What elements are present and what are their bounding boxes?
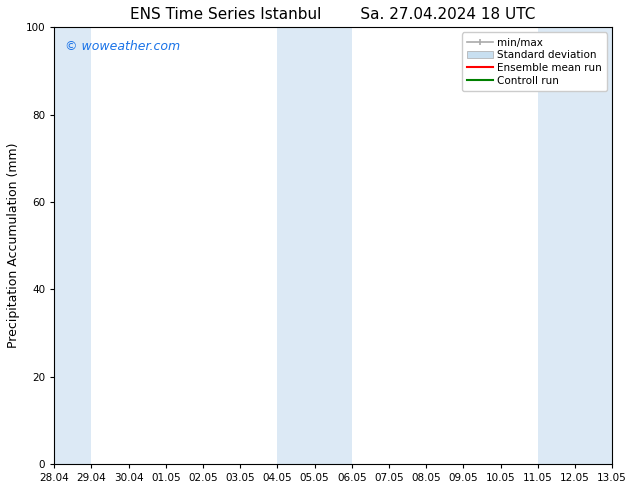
Bar bbox=[538, 27, 612, 464]
Title: ENS Time Series Istanbul        Sa. 27.04.2024 18 UTC: ENS Time Series Istanbul Sa. 27.04.2024 … bbox=[131, 7, 536, 22]
Y-axis label: Precipitation Accumulation (mm): Precipitation Accumulation (mm) bbox=[7, 143, 20, 348]
Bar bbox=[277, 27, 352, 464]
Bar bbox=[54, 27, 91, 464]
Text: © woweather.com: © woweather.com bbox=[65, 40, 181, 53]
Legend: min/max, Standard deviation, Ensemble mean run, Controll run: min/max, Standard deviation, Ensemble me… bbox=[462, 32, 607, 91]
